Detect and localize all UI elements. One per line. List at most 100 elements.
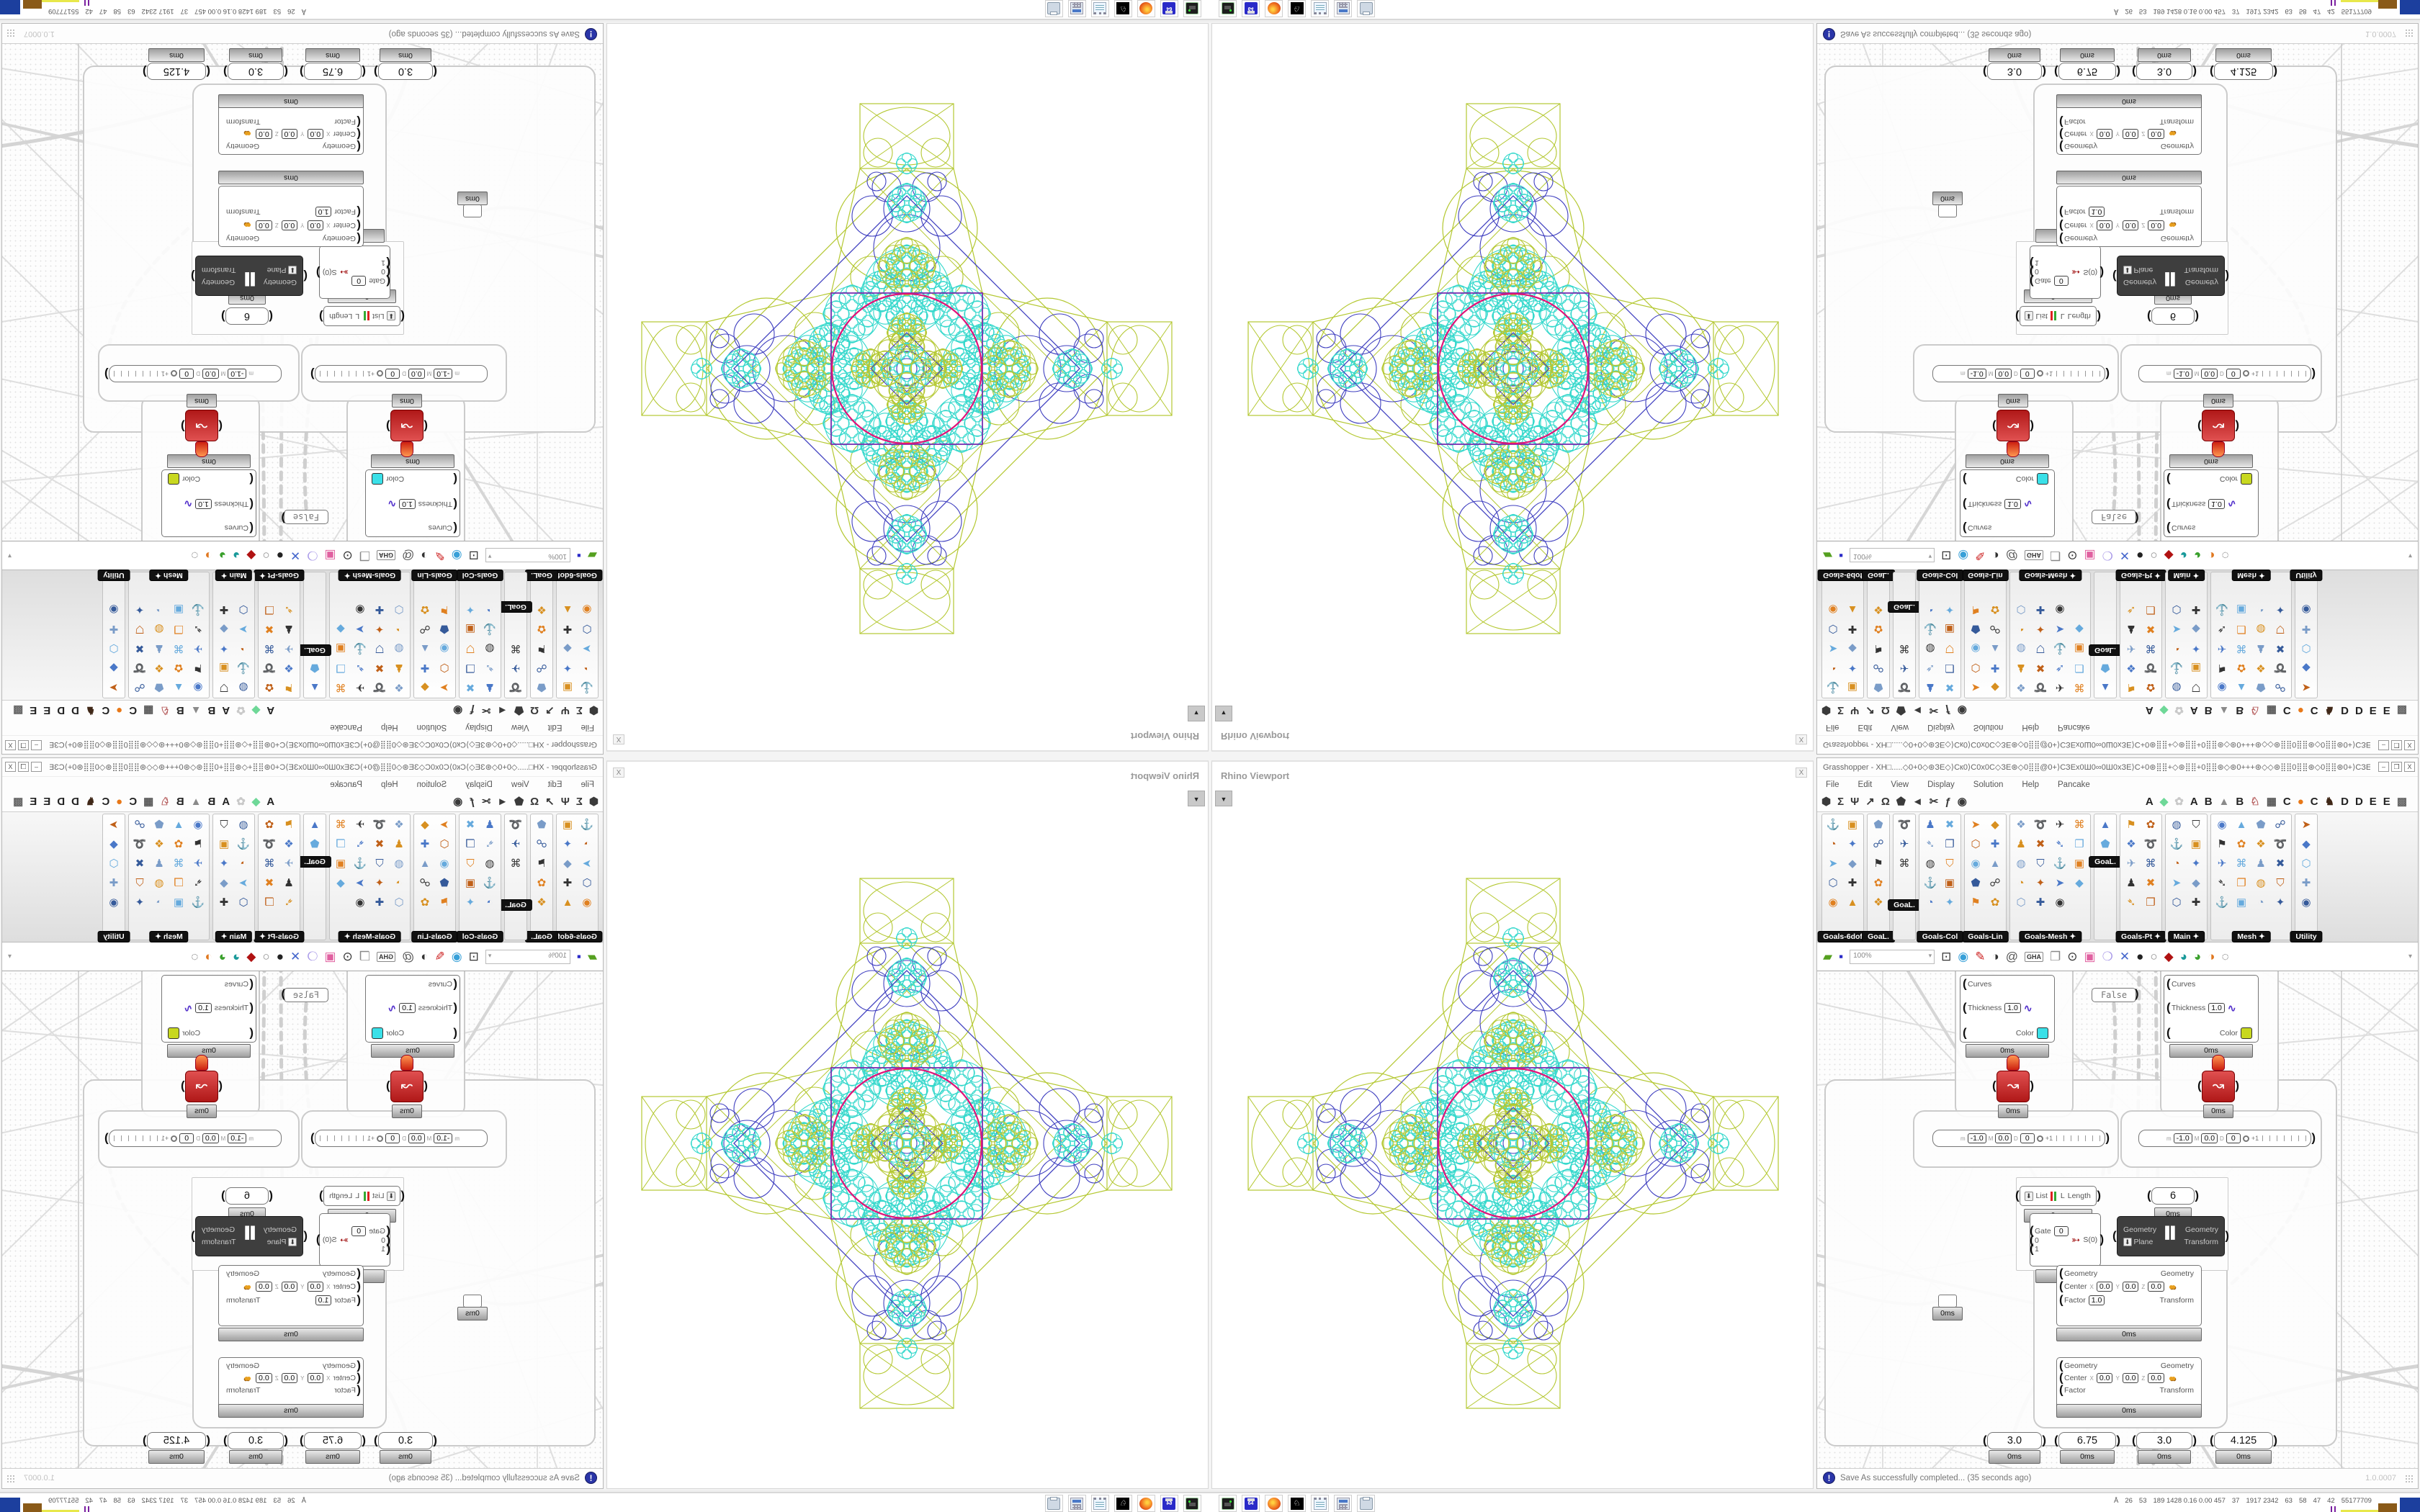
- sphere-shade-icon[interactable]: ◑: [1991, 549, 1999, 563]
- tool-icon[interactable]: ☍: [1873, 662, 1884, 674]
- tool-icon[interactable]: ✿: [2236, 838, 2246, 850]
- tool-icon[interactable]: ➤: [1971, 681, 1981, 693]
- tool-icon[interactable]: ✖: [135, 642, 145, 654]
- tool-icon[interactable]: ⚑: [284, 681, 294, 693]
- tab-vector[interactable]: ↗: [545, 796, 555, 808]
- number-slider[interactable]: 4.125: [147, 1432, 206, 1449]
- z-value[interactable]: 0.0: [256, 1373, 272, 1383]
- tool-icon[interactable]: ✦: [2035, 877, 2045, 889]
- tab-transform[interactable]: ƒ: [1945, 704, 1951, 716]
- color-swatch[interactable]: [2037, 473, 2048, 485]
- tool-icon[interactable]: ⛉: [375, 642, 384, 654]
- tab-vector[interactable]: ↗: [1865, 704, 1875, 716]
- tool-icon[interactable]: ⬡: [2016, 603, 2026, 616]
- tool-icon[interactable]: ➤: [439, 819, 449, 831]
- tool-icon[interactable]: ⌘: [1899, 642, 1910, 654]
- tool-icon[interactable]: ⚓: [2053, 642, 2067, 654]
- menu-pancake[interactable]: Pancake: [330, 723, 362, 732]
- tab-mountain[interactable]: ▲: [190, 704, 202, 716]
- tool-icon[interactable]: ⬟: [1873, 681, 1883, 693]
- tool-icon[interactable]: ◔: [1829, 662, 1837, 674]
- tab-curve[interactable]: Ω: [530, 704, 539, 716]
- tool-icon[interactable]: ◍: [154, 877, 164, 889]
- menu-solution[interactable]: Solution: [1973, 780, 2004, 789]
- tool-icon[interactable]: ➰: [2033, 819, 2048, 831]
- tab-a1[interactable]: A: [266, 796, 275, 808]
- tool-icon[interactable]: ✚: [563, 623, 573, 635]
- tool-icon[interactable]: ▣: [335, 642, 346, 654]
- error-param-component[interactable]: ↝: [185, 1071, 218, 1102]
- error-param-component[interactable]: ↝: [185, 410, 218, 441]
- search-icon[interactable]: ⊙: [2067, 949, 2078, 963]
- tool-icon[interactable]: ♟: [2126, 877, 2136, 889]
- resize-grip[interactable]: [2405, 1475, 2414, 1483]
- tool-icon[interactable]: ⌘: [2074, 819, 2085, 831]
- tool-icon[interactable]: ◍: [394, 858, 404, 870]
- tool-icon[interactable]: ✦: [1945, 896, 1955, 909]
- save-file-icon[interactable]: ▪: [576, 949, 581, 963]
- error-param-component[interactable]: ↝: [390, 410, 424, 441]
- tab-curve[interactable]: Ω: [1881, 704, 1890, 716]
- tab-dots[interactable]: ▩: [13, 704, 24, 716]
- gift-icon[interactable]: ▣: [2084, 549, 2096, 563]
- printer-icon[interactable]: [1357, 0, 1375, 17]
- tab-vector[interactable]: ↗: [1865, 796, 1875, 808]
- tab-mesh[interactable]: ◄: [497, 796, 508, 808]
- tool-icon[interactable]: ▲: [1847, 603, 1858, 616]
- dock-panel-label[interactable]: GoaL.: [499, 601, 532, 613]
- tool-icon[interactable]: ➴: [2126, 896, 2136, 909]
- tab-mesh[interactable]: ◄: [497, 704, 508, 716]
- tool-icon[interactable]: ♟: [2256, 642, 2266, 654]
- toolbar-overflow-icon[interactable]: ▾: [8, 953, 12, 960]
- rhino-icon[interactable]: ♘: [1114, 0, 1132, 17]
- menu-file[interactable]: File: [581, 723, 594, 732]
- viewport-canvas-drawing[interactable]: [627, 45, 1187, 693]
- dock-panel-label[interactable]: Utility: [97, 931, 130, 942]
- tool-icon[interactable]: ✦: [135, 603, 145, 616]
- digits-value[interactable]: 0: [385, 1133, 400, 1143]
- min-value[interactable]: -1.0: [2173, 369, 2192, 379]
- tab-blob[interactable]: ✿: [2174, 704, 2184, 716]
- tool-icon[interactable]: ⬡: [2301, 642, 2311, 654]
- tool-icon[interactable]: ✚: [219, 603, 229, 616]
- tool-icon[interactable]: ✚: [2191, 896, 2201, 909]
- slider-ruler[interactable]: [320, 1135, 364, 1141]
- tab-b1[interactable]: B: [2204, 704, 2213, 716]
- zoom-extents-icon[interactable]: ⊡: [1941, 949, 1952, 963]
- grasshopper-titlebar[interactable]: Grasshopper - XH□.....◇0+0◇⊛ЗЕ◇⟩Ск0⟩С0х0…: [1817, 735, 2418, 754]
- z-value[interactable]: 0.0: [2148, 1373, 2164, 1383]
- dock-panel-label[interactable]: GoaL.: [298, 856, 331, 868]
- tool-icon[interactable]: ✿: [537, 623, 547, 635]
- factor-value[interactable]: 1.0: [315, 207, 332, 217]
- tab-dots[interactable]: ▩: [2396, 704, 2407, 716]
- tool-icon[interactable]: ◔: [1927, 896, 1934, 909]
- calculator-icon[interactable]: [1068, 0, 1086, 17]
- tab-maths[interactable]: Σ: [1837, 704, 1845, 716]
- tool-icon[interactable]: ◉: [109, 603, 119, 616]
- tab-display[interactable]: ◉: [453, 796, 463, 808]
- tool-icon[interactable]: ⚑: [2217, 662, 2227, 674]
- error-param-component[interactable]: ↝: [1996, 1071, 2030, 1102]
- tool-icon[interactable]: ➰: [2033, 681, 2048, 693]
- tool-icon[interactable]: ✚: [219, 896, 229, 909]
- tool-icon[interactable]: ✈: [355, 681, 365, 693]
- tool-icon[interactable]: ⚓: [191, 896, 205, 909]
- gate-value[interactable]: 0: [351, 1226, 367, 1236]
- tab-a1[interactable]: A: [266, 704, 275, 716]
- tool-icon[interactable]: ✿: [174, 838, 184, 850]
- tool-icon[interactable]: ✚: [2035, 896, 2045, 909]
- selection-icon[interactable]: ◌: [191, 949, 199, 963]
- tab-c1[interactable]: C: [2282, 704, 2291, 716]
- menu-view[interactable]: View: [1891, 723, 1909, 732]
- tool-icon[interactable]: ◔: [2017, 877, 2025, 889]
- tool-icon[interactable]: ❖: [537, 896, 547, 909]
- gate-value[interactable]: 0: [2053, 276, 2069, 286]
- grasshopper-titlebar[interactable]: Grasshopper - XH□.....◇0+0◇⊛ЗЕ◇⟩Ск0⟩С0х0…: [1817, 758, 2418, 777]
- max-value[interactable]: 0.0: [2201, 1133, 2218, 1143]
- floppy-64-icon[interactable]: 64: [1160, 1495, 1178, 1512]
